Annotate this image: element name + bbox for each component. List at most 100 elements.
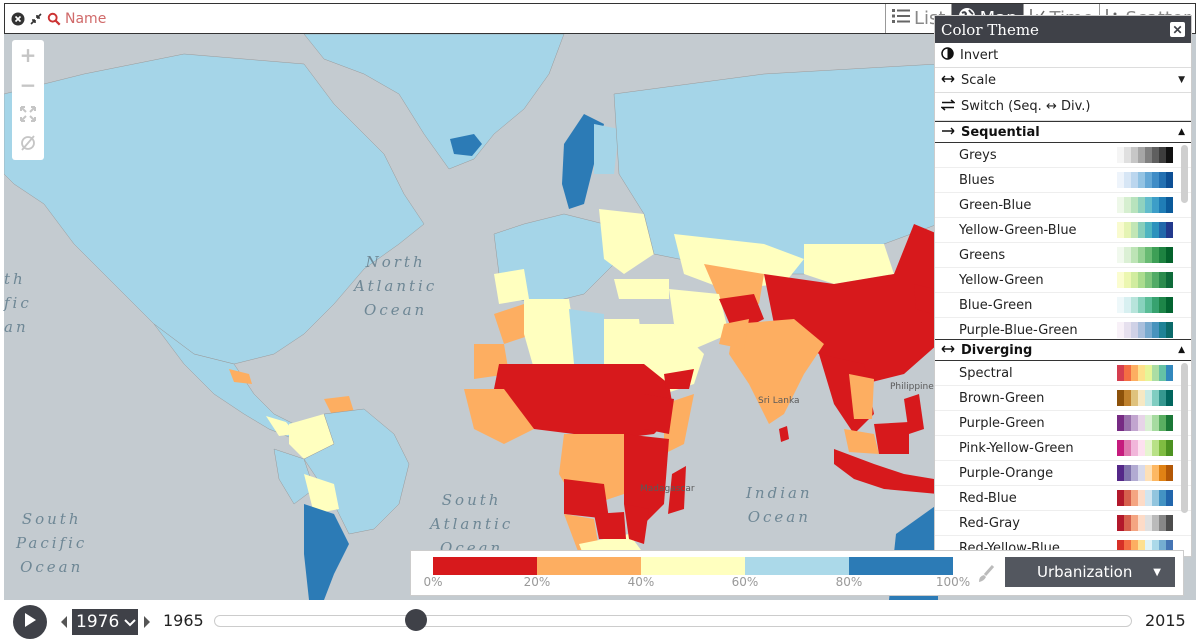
fit-bounds-button[interactable] [12, 100, 44, 130]
invert-option[interactable]: Invert [935, 43, 1191, 68]
legend-tick-label: 100% [935, 575, 971, 589]
ocean-label-north-pacific: th fic an [4, 270, 32, 336]
region-russia[interactable] [613, 63, 939, 275]
indicator-dropdown[interactable]: Urbanization ▼ [1005, 557, 1175, 587]
palette-swatch [1138, 415, 1145, 431]
zoom-out-button[interactable]: − [19, 73, 37, 97]
year-select[interactable]: 1976 [72, 609, 138, 635]
diverging-scrollbar[interactable] [1181, 363, 1188, 513]
close-icon[interactable]: ✕ [1170, 22, 1185, 37]
palette-swatch [1166, 490, 1173, 506]
region-north-america[interactable] [4, 53, 425, 365]
palette-swatch [1166, 390, 1173, 406]
legend-bin-4[interactable] [849, 557, 953, 575]
play-button[interactable] [13, 605, 47, 639]
legend-bin-0[interactable] [433, 557, 537, 575]
region-india[interactable] [729, 319, 824, 424]
palette-swatch [1124, 390, 1131, 406]
region-central-america-2[interactable] [266, 416, 296, 436]
legend-bin-1[interactable] [537, 557, 641, 575]
palette-row-spectral[interactable]: Spectral [935, 361, 1191, 386]
clear-icon[interactable] [11, 12, 25, 26]
diverging-section-header[interactable]: Diverging ▲ [935, 339, 1191, 361]
region-angola[interactable] [564, 479, 609, 519]
region-argentina[interactable] [304, 504, 349, 600]
region-iceland[interactable] [450, 134, 482, 156]
region-sahel[interactable] [494, 364, 674, 439]
collapse-icon[interactable] [29, 12, 43, 26]
switch-option[interactable]: Switch (Seq. ↔ Div.) [935, 93, 1191, 121]
time-slider-track[interactable] [214, 615, 1132, 627]
region-botswana[interactable] [594, 512, 626, 539]
palette-name: Red-Gray [959, 515, 1020, 531]
region-borneo[interactable] [874, 422, 909, 454]
region-peru[interactable] [273, 448, 315, 505]
region-brazil[interactable] [303, 408, 410, 535]
region-indonesia[interactable] [834, 449, 938, 494]
region-yemen[interactable] [664, 369, 694, 389]
palette-row-brown-green[interactable]: Brown-Green [935, 386, 1191, 411]
palette-row-green-blue[interactable]: Green-Blue [935, 193, 1191, 218]
region-mongolia[interactable] [804, 244, 894, 284]
region-ethiopia[interactable] [644, 394, 674, 434]
legend-bin-3[interactable] [745, 557, 849, 575]
palette-swatches [1117, 147, 1173, 163]
legend-bin-2[interactable] [641, 557, 745, 575]
paintbrush-icon[interactable] [977, 565, 995, 587]
palette-row-red-blue[interactable]: Red-Blue [935, 486, 1191, 511]
sequential-section-header[interactable]: Sequential ▲ [935, 121, 1191, 143]
palette-row-blue-green[interactable]: Blue-Green [935, 293, 1191, 318]
region-eastern-europe[interactable] [599, 209, 654, 274]
palette-row-yellow-green-blue[interactable]: Yellow-Green-Blue [935, 218, 1191, 243]
ocean-label-indian: Indian Ocean [746, 484, 813, 526]
sequential-palette-list[interactable]: Greys Blues Green-Blue Yellow-Green-Blue Gre… [935, 143, 1191, 339]
reset-view-button[interactable] [12, 130, 44, 160]
palette-swatch [1131, 390, 1138, 406]
region-greenland[interactable] [303, 34, 565, 170]
palette-row-greys[interactable]: Greys [935, 143, 1191, 168]
next-year-button[interactable] [143, 614, 151, 633]
scale-option[interactable]: Scale ▼ [935, 68, 1191, 93]
palette-swatches [1117, 515, 1173, 531]
region-east-africa[interactable] [624, 434, 669, 524]
region-west-africa[interactable] [464, 389, 534, 444]
caret-up-icon: ▲ [1178, 127, 1185, 137]
region-turkey[interactable] [614, 279, 669, 299]
palette-row-blues[interactable]: Blues [935, 168, 1191, 193]
palette-swatch [1131, 147, 1138, 163]
search-input[interactable] [65, 6, 365, 31]
palette-row-purple-blue-green[interactable]: Purple-Blue-Green [935, 318, 1191, 339]
region-madagascar[interactable] [668, 466, 686, 514]
time-slider-thumb[interactable] [404, 609, 427, 631]
legend-color-bar[interactable] [433, 557, 953, 575]
diverging-palette-list[interactable]: Spectral Brown-Green Purple-Green Pink-Yell… [935, 361, 1191, 556]
palette-row-purple-orange[interactable]: Purple-Orange [935, 461, 1191, 486]
palette-swatch [1131, 465, 1138, 481]
region-algeria[interactable] [524, 299, 579, 369]
region-finland[interactable] [594, 124, 619, 174]
region-korea[interactable] [914, 284, 934, 314]
region-malaysia[interactable] [844, 429, 879, 454]
region-indochina[interactable] [849, 374, 874, 419]
palette-row-purple-green[interactable]: Purple-Green [935, 411, 1191, 436]
palette-swatch [1117, 297, 1124, 313]
region-iberia[interactable] [494, 269, 529, 304]
region-sri-lanka[interactable] [779, 426, 789, 442]
region-mozambique[interactable] [624, 504, 649, 544]
region-egypt[interactable] [604, 319, 644, 364]
sequential-scrollbar[interactable] [1181, 145, 1188, 203]
zoom-in-button[interactable]: + [19, 43, 37, 67]
palette-row-yellow-green[interactable]: Yellow-Green [935, 268, 1191, 293]
palette-row-greens[interactable]: Greens [935, 243, 1191, 268]
region-libya[interactable] [569, 309, 604, 364]
palette-swatch [1131, 490, 1138, 506]
palette-row-pink-yellow-green[interactable]: Pink-Yellow-Green [935, 436, 1191, 461]
palette-row-red-gray[interactable]: Red-Gray [935, 511, 1191, 536]
region-colombia[interactable] [289, 414, 334, 459]
region-bolivia[interactable] [304, 474, 339, 514]
region-pakistan[interactable] [719, 319, 749, 349]
region-central-america[interactable] [229, 369, 252, 384]
palette-swatch [1145, 172, 1152, 188]
previous-year-button[interactable] [60, 614, 68, 633]
region-scandinavia[interactable] [562, 114, 604, 209]
